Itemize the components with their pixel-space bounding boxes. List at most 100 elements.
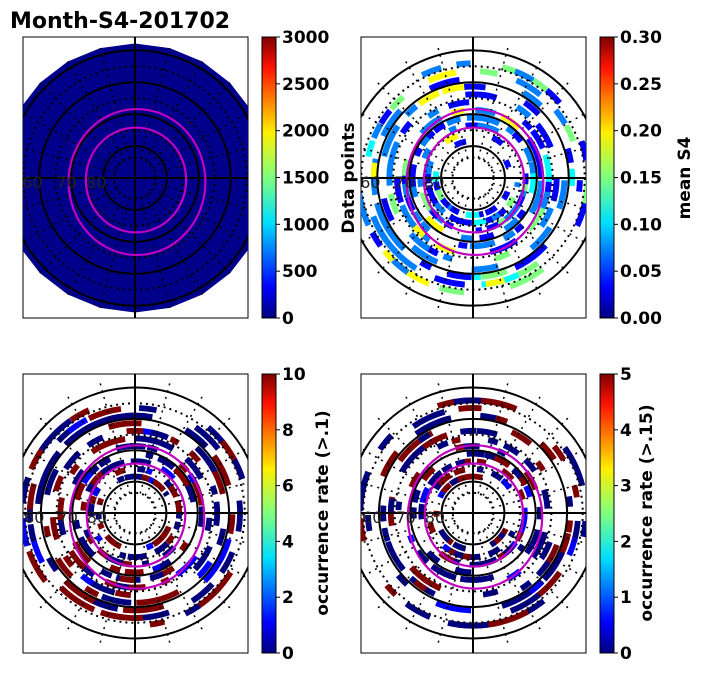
data-cell [374,202,396,239]
meridian-dotted [23,447,118,504]
data-cell [446,270,472,281]
meridian-dotted [144,396,203,496]
colorbar-tick-label: 2000 [282,122,329,142]
data-cell [86,434,104,448]
data-cell [95,513,102,520]
data-cell [409,565,429,584]
data-cell [395,573,409,587]
data-cell [437,472,452,487]
data-cell [62,554,75,568]
data-cell [185,484,197,503]
data-cell [550,178,560,202]
data-cell [55,557,74,579]
data-cell [377,433,394,452]
lat-label: 70 [56,173,76,192]
meridian-dotted [99,382,131,494]
meridian-dotted [23,522,118,579]
data-cell [231,458,246,480]
meridian-dotted [486,417,569,500]
data-cell [410,244,427,259]
data-cell [149,437,175,452]
data-cell [447,620,472,629]
colorbar-tick-label: 0.00 [620,309,662,329]
data-cell [408,232,431,252]
data-cell [528,191,543,215]
data-cell [521,119,534,131]
data-cell [435,600,472,614]
colorbar-tick-label: 0 [282,309,294,329]
data-cell [511,131,524,144]
data-cell [515,104,532,119]
polar-plot: 60 70 80 [23,374,248,653]
data-cell [119,575,135,583]
data-cell [386,141,401,172]
data-cell [97,522,105,530]
data-cell [149,571,165,582]
data-cell [27,524,37,542]
data-cell [458,405,482,412]
data-cell [69,407,91,423]
data-cell [438,284,465,296]
data-cell [566,495,574,507]
data-cell [107,420,142,430]
data-cell [417,178,424,188]
data-cell [361,518,367,542]
data-cell [136,596,160,606]
data-cell [538,540,553,561]
data-cell [145,467,154,476]
data-cell [457,241,468,249]
meridian-dotted [482,396,541,496]
meridian-dotted [154,517,248,545]
colorbar-tick-label: 1 [620,588,632,608]
data-cell [513,222,525,234]
data-cell [509,266,545,290]
data-cell [167,484,179,498]
data-cell [413,579,428,592]
data-cell [494,250,511,262]
polar-plot: 60 70 80 [361,374,586,653]
data-cell [399,120,413,135]
data-cell [447,99,470,109]
data-cell [371,122,384,140]
data-cell [444,132,459,145]
colorbar-tick-label: 1000 [282,215,329,235]
data-cell [514,182,521,188]
colorbar-label: Data points [339,122,359,233]
data-cell [389,94,406,111]
data-cell [365,139,376,158]
meridian-dotted [482,530,541,630]
data-cell [381,124,401,158]
data-cell [87,503,95,513]
colorbar [599,373,615,654]
data-cell [387,193,400,215]
data-cell [426,107,440,119]
data-cell [433,275,465,288]
data-cell [502,442,521,457]
data-cell [426,186,434,194]
data-cell [500,467,515,482]
colorbar-label: occurrence rate (>.15) [637,404,657,621]
data-cell [521,89,543,108]
data-cell [493,454,511,469]
meridian-dotted [152,446,248,504]
lat-label: 60 [360,173,380,192]
data-cell [524,598,546,616]
meridian-dotted [152,522,248,580]
data-cell [399,454,416,474]
data-cell [426,550,436,560]
data-cell [541,488,551,509]
data-cell [395,501,403,511]
meridian-dotted [139,382,171,494]
data-cell [46,556,59,573]
data-cell [542,154,552,177]
auroral-oval-outer [405,107,545,257]
data-cell [94,534,103,543]
data-cell [432,122,446,134]
data-cell [413,146,423,158]
data-cell [52,474,65,492]
data-cell [460,234,473,242]
data-cell [63,450,82,471]
data-cell [535,460,546,472]
data-cell [146,603,165,613]
data-cell [99,568,113,579]
